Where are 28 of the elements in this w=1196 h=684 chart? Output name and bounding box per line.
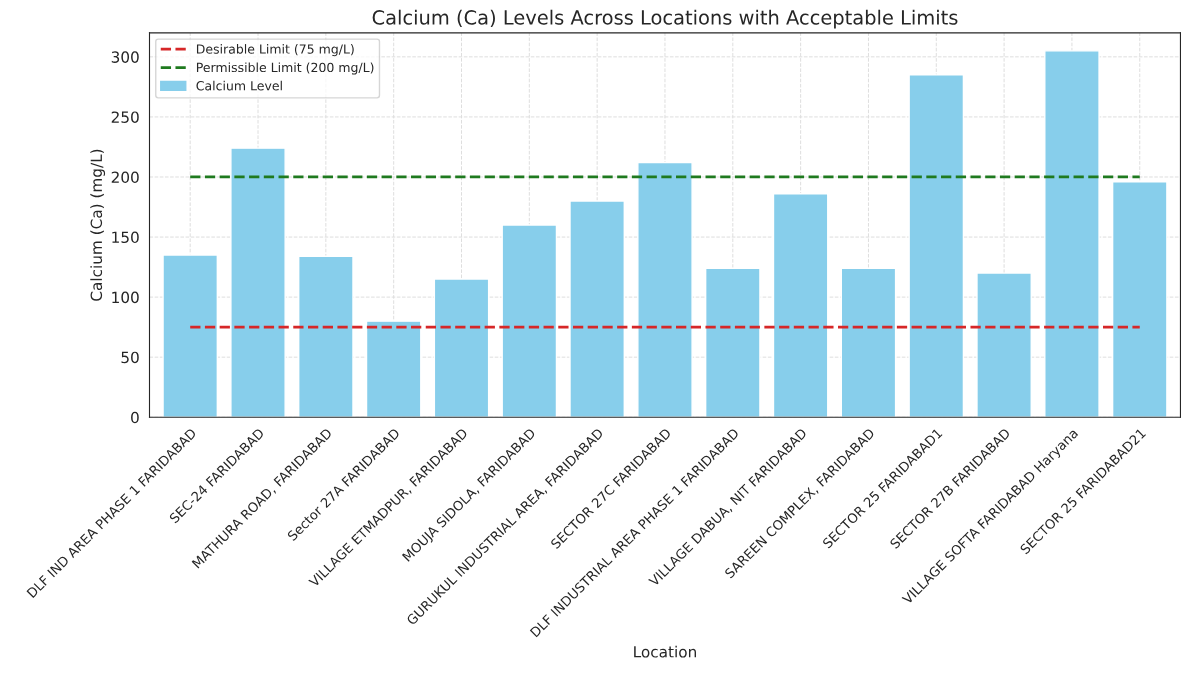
y-tick-label: 250 <box>111 111 139 123</box>
y-tick-label: 50 <box>121 351 139 364</box>
y-tick-label: 200 <box>111 171 139 184</box>
bar <box>230 147 286 418</box>
chart-title: Calcium (Ca) Levels Across Locations with Acceptable Limits <box>372 9 958 29</box>
bar <box>637 161 693 418</box>
y-tick-label: 0 <box>131 411 139 424</box>
bar <box>840 267 897 418</box>
bar <box>365 320 422 418</box>
legend-label: Permissible Limit (200 mg/L) <box>196 62 374 75</box>
legend-label: Desirable Limit (75 mg/L) <box>196 44 354 57</box>
y-axis-title: Calcium (Ca) (mg/L) <box>90 149 106 301</box>
bar <box>908 74 965 418</box>
bar <box>433 278 490 418</box>
bar <box>501 224 558 418</box>
bar <box>1111 181 1168 418</box>
bar <box>772 193 829 418</box>
bar <box>1044 50 1100 418</box>
bar <box>569 200 625 418</box>
y-tick-label: 100 <box>112 291 139 304</box>
y-tick-label: 300 <box>111 51 139 63</box>
bar <box>976 272 1032 418</box>
y-tick-label: 150 <box>112 231 139 244</box>
bar <box>704 267 761 418</box>
legend-label: Calcium Level <box>196 80 282 91</box>
bar <box>162 254 219 418</box>
x-axis-title: Location <box>634 645 696 658</box>
bar <box>298 255 354 418</box>
